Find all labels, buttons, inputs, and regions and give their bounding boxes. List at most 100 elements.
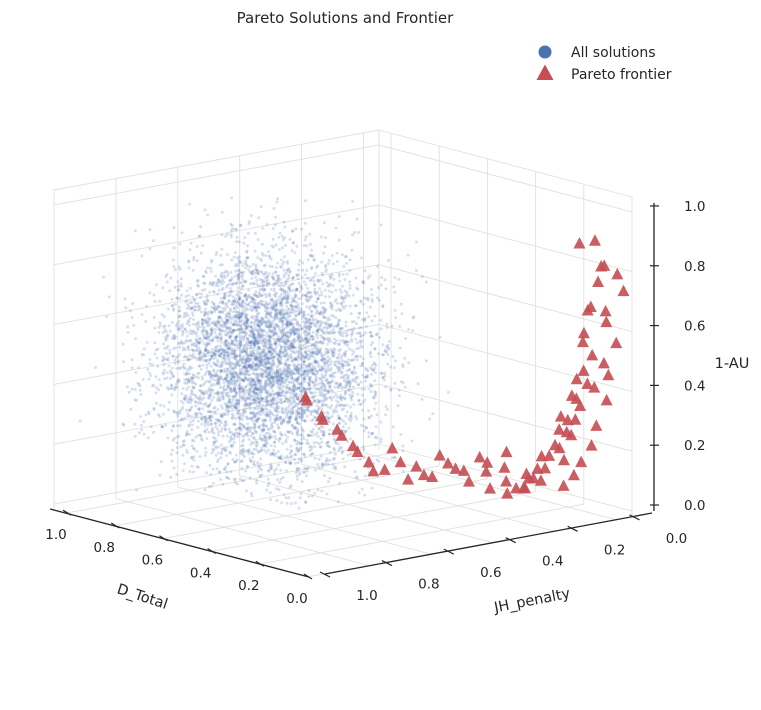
solution-point (218, 385, 222, 389)
solution-point (254, 263, 258, 267)
solution-point (254, 268, 258, 272)
solution-point (220, 324, 224, 328)
solution-point (216, 377, 220, 381)
solution-point (286, 330, 289, 334)
solution-point (207, 485, 211, 489)
solution-point (304, 355, 307, 359)
solution-point (253, 249, 257, 253)
solution-point (139, 423, 143, 427)
solution-point (172, 246, 176, 250)
solution-point (152, 293, 156, 297)
solution-point (184, 300, 188, 304)
solution-point (300, 390, 304, 394)
solution-point (261, 423, 265, 427)
solution-point (242, 478, 246, 482)
solution-point (226, 351, 230, 354)
solution-point (261, 403, 265, 407)
solution-point (283, 363, 287, 367)
solution-point (319, 454, 323, 458)
solution-point (201, 244, 205, 248)
solution-point (346, 380, 350, 384)
solution-point (200, 412, 204, 416)
solution-point (386, 343, 390, 347)
solution-point (351, 378, 355, 382)
solution-point (348, 283, 352, 287)
solution-point (193, 332, 197, 335)
solution-point (327, 289, 331, 293)
gridline-x-floor (65, 452, 392, 514)
solution-point (236, 323, 239, 327)
solution-point (277, 372, 281, 376)
solution-point (260, 278, 264, 282)
solution-point (324, 265, 328, 269)
solution-point (203, 453, 207, 457)
solution-point (217, 391, 221, 395)
solution-point (187, 380, 190, 384)
solution-point (169, 376, 173, 380)
solution-point (335, 403, 339, 407)
solution-point (170, 297, 174, 301)
solution-point (282, 284, 285, 287)
solution-point (167, 324, 171, 328)
solution-point (207, 430, 211, 434)
solution-point (250, 426, 254, 430)
solution-point (215, 325, 219, 329)
solution-point (286, 321, 290, 325)
solution-point (289, 461, 292, 465)
solution-point (195, 411, 199, 415)
solution-point (220, 364, 223, 367)
solution-point (223, 356, 227, 360)
solution-point (139, 392, 143, 396)
solution-point (159, 403, 163, 407)
solution-point (238, 304, 242, 308)
solution-point (223, 349, 227, 353)
solution-point (185, 307, 189, 310)
solution-point (261, 419, 265, 423)
solution-point (228, 345, 232, 349)
solution-point (316, 382, 320, 386)
solution-point (355, 341, 359, 345)
solution-point (303, 273, 307, 277)
solution-point (237, 269, 241, 273)
solution-point (291, 385, 295, 389)
solution-point (190, 464, 194, 468)
solution-point (212, 352, 216, 356)
solution-point (438, 335, 442, 339)
solution-point (296, 308, 300, 312)
solution-point (314, 352, 318, 356)
solution-point (137, 431, 141, 435)
solution-point (214, 374, 218, 378)
solution-point (330, 379, 334, 383)
solution-point (239, 372, 243, 376)
solution-point (226, 362, 229, 366)
solution-point (265, 414, 269, 418)
solution-point (315, 352, 319, 356)
solution-point (379, 420, 383, 424)
solution-point (195, 293, 198, 296)
solution-point (271, 425, 275, 429)
solution-point (275, 467, 279, 471)
solution-point (268, 255, 272, 259)
solution-point (183, 398, 187, 402)
solution-point (354, 276, 358, 280)
solution-point (323, 394, 327, 398)
solution-point (219, 340, 223, 344)
solution-point (328, 331, 332, 335)
solution-point (326, 412, 330, 416)
solution-point (153, 300, 157, 303)
solution-point (328, 324, 331, 328)
solution-point (212, 302, 216, 306)
solution-point (294, 227, 298, 231)
solution-point (259, 299, 263, 303)
solution-point (278, 265, 282, 269)
solution-point (289, 415, 293, 419)
solution-point (256, 256, 260, 260)
solution-point (230, 445, 234, 449)
solution-point (243, 312, 247, 316)
solution-point (348, 269, 352, 273)
solution-point (285, 383, 289, 387)
solution-point (165, 273, 169, 277)
solution-point (225, 423, 229, 427)
solution-point (259, 457, 263, 461)
solution-point (308, 449, 312, 452)
